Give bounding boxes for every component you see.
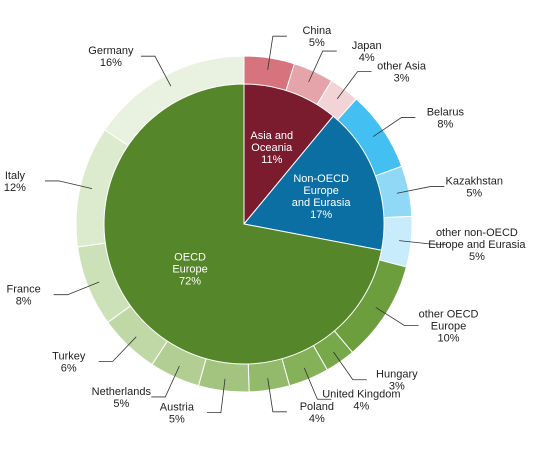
inner-slice-non-oecd-europe-and-eurasia	[243, 115, 385, 251]
outer-label-other-asia-line: other Asia	[377, 61, 427, 73]
outer-label-kazakhstan-line: Kazakhstan	[446, 176, 503, 188]
outer-label-poland-line: 4%	[309, 413, 325, 425]
inner-slice-oecd-europe	[103, 83, 383, 365]
outer-label-belarus-line: Belarus	[427, 107, 465, 119]
outer-label-other-non-oecd-europe-and-eurasia: other non-OECD Europe and Eurasia 5%	[428, 227, 526, 263]
leader-lines	[44, 35, 447, 413]
inner-label-non-oecd-europe-and-eurasia-line: and Eurasia	[292, 197, 352, 209]
inner-pie	[103, 83, 385, 365]
leader-belarus	[372, 117, 416, 137]
inner-label-asia-and-oceania-line: 11%	[261, 154, 282, 166]
outer-label-italy-line: 12%	[4, 182, 26, 194]
outer-label-other-oecd-europe-line: Europe	[431, 321, 466, 333]
outer-label-poland-line: Poland	[300, 401, 334, 413]
leader-netherlands	[151, 365, 180, 398]
leader-other-oecd-europe	[375, 307, 419, 327]
inner-label-asia-and-oceania: Asia and Oceania 11%	[250, 130, 293, 166]
outer-label-france-line: France	[7, 284, 41, 296]
leader-austria	[206, 378, 226, 413]
leader-poland	[267, 378, 287, 413]
outer-label-hungary: Hungary 3%	[376, 369, 418, 393]
outer-label-japan: Japan 4%	[352, 40, 382, 64]
outer-label-turkey-line: Turkey	[52, 350, 86, 362]
outer-label-italy: Italy 12%	[4, 170, 26, 194]
outer-label-france: France 8%	[7, 284, 41, 308]
inner-label-oecd-europe: OECD Europe 72%	[172, 252, 207, 288]
outer-label-belarus: Belarus 8%	[427, 107, 465, 131]
outer-label-germany-line: Germany	[88, 45, 134, 57]
inner-label-non-oecd-europe-and-eurasia: Non-OECD Europe and Eurasia 17%	[292, 173, 352, 221]
outer-label-italy-line: Italy	[5, 170, 26, 182]
outer-label-turkey: Turkey 6%	[52, 350, 86, 374]
outer-label-turkey-line: 6%	[61, 362, 77, 374]
outer-label-austria-line: Austria	[160, 402, 195, 414]
outer-label-netherlands-line: Netherlands	[92, 386, 152, 398]
inner-label-oecd-europe-line: OECD	[174, 252, 206, 264]
outer-label-germany: Germany 16%	[88, 45, 134, 69]
outer-label-japan-line: 4%	[359, 52, 375, 64]
leader-kazakhstan	[396, 186, 445, 194]
outer-label-united-kingdom-line: United Kingdom	[322, 388, 400, 400]
outer-label-kazakhstan: Kazakhstan 5%	[446, 176, 503, 200]
outer-label-other-oecd-europe-line: other OECD	[419, 309, 479, 321]
outer-label-kazakhstan-line: 5%	[466, 188, 482, 200]
inner-slice-asia-and-oceania	[243, 83, 334, 226]
inner-label-non-oecd-europe-and-eurasia-line: Non-OECD	[293, 173, 349, 185]
leader-hungary	[333, 351, 367, 381]
inner-label-non-oecd-europe-and-eurasia-line: Europe	[303, 185, 338, 197]
leader-italy	[44, 180, 93, 190]
inner-label-oecd-europe-line: Europe	[172, 264, 207, 276]
outer-label-other-oecd-europe: other OECD Europe 10%	[419, 309, 479, 345]
outer-label-other-oecd-europe-line: 10%	[438, 333, 460, 345]
inner-label-asia-and-oceania-line: Asia and	[250, 130, 293, 142]
leader-turkey	[98, 336, 137, 362]
outer-label-united-kingdom-line: 4%	[353, 400, 369, 412]
outer-label-other-asia-line: 3%	[394, 73, 410, 85]
leader-china	[267, 35, 287, 70]
outer-label-china-line: China	[302, 25, 332, 37]
leader-france	[53, 281, 100, 296]
inner-label-non-oecd-europe-and-eurasia-line: 17%	[310, 209, 332, 221]
leader-other-asia	[336, 71, 372, 100]
inner-label-asia-and-oceania-line: Oceania	[251, 142, 293, 154]
outer-label-germany-line: 16%	[100, 57, 122, 69]
leader-japan	[308, 50, 337, 83]
outer-label-united-kingdom: United Kingdom 4%	[322, 388, 400, 412]
leader-germany	[140, 55, 172, 87]
leader-united-kingdom	[303, 367, 332, 400]
outer-label-japan-line: Japan	[352, 40, 382, 52]
outer-label-poland: Poland 4%	[300, 401, 334, 425]
outer-label-other-non-oecd-europe-and-eurasia-line: 5%	[469, 251, 485, 263]
outer-label-other-asia: other Asia 3%	[377, 61, 427, 85]
leader-other-non-oecd-europe-and-eurasia	[399, 240, 447, 245]
outer-label-austria: Austria 5%	[160, 402, 195, 426]
outer-label-hungary-line: Hungary	[376, 369, 418, 381]
outer-label-hungary-line: 3%	[389, 381, 405, 393]
outer-label-other-non-oecd-europe-and-eurasia-line: other non-OECD	[436, 227, 518, 239]
outer-label-france-line: 8%	[16, 296, 32, 308]
outer-label-netherlands-line: 5%	[113, 398, 129, 410]
inner-label-oecd-europe-line: 72%	[179, 276, 201, 288]
outer-label-china-line: 5%	[309, 37, 325, 49]
outer-label-austria-line: 5%	[169, 414, 185, 426]
outer-label-other-non-oecd-europe-and-eurasia-line: Europe and Eurasia	[428, 239, 526, 251]
slice-labels: Asia and Oceania 11%Non-OECD Europe and Eura…	[4, 25, 526, 425]
outer-label-belarus-line: 8%	[437, 119, 453, 131]
outer-label-china: China 5%	[302, 25, 332, 49]
outer-label-netherlands: Netherlands 5%	[92, 386, 152, 410]
